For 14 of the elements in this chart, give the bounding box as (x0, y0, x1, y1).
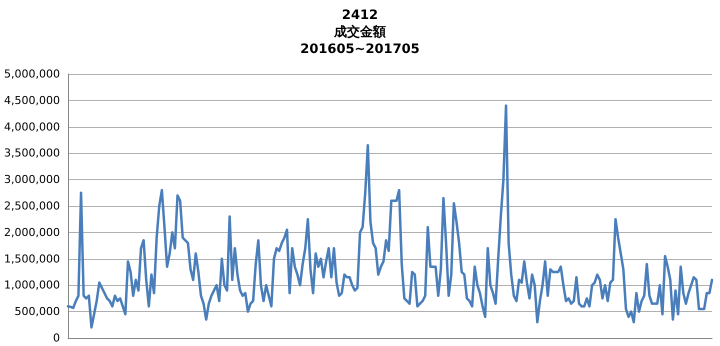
y-tick-label: 1,000,000 (4, 278, 60, 292)
y-tick-label: 2,500,000 (4, 200, 60, 212)
chart-subtitle: 成交金額 201605~201705 (300, 24, 420, 57)
y-tick-label: 3,000,000 (4, 173, 60, 186)
y-tick-label: 2,000,000 (4, 226, 60, 239)
y-tick-label: 1,500,000 (4, 252, 60, 266)
y-tick-label: 5,000,000 (4, 68, 60, 80)
y-tick-label: 4,500,000 (4, 94, 60, 107)
y-tick-label: 4,000,000 (4, 120, 60, 134)
y-tick-label: 500,000 (14, 305, 60, 318)
line-series (66, 104, 714, 329)
y-tick-label: 0 (53, 332, 60, 344)
chart-title: 2412 (342, 8, 378, 23)
y-tick-label: 3,500,000 (4, 146, 60, 160)
